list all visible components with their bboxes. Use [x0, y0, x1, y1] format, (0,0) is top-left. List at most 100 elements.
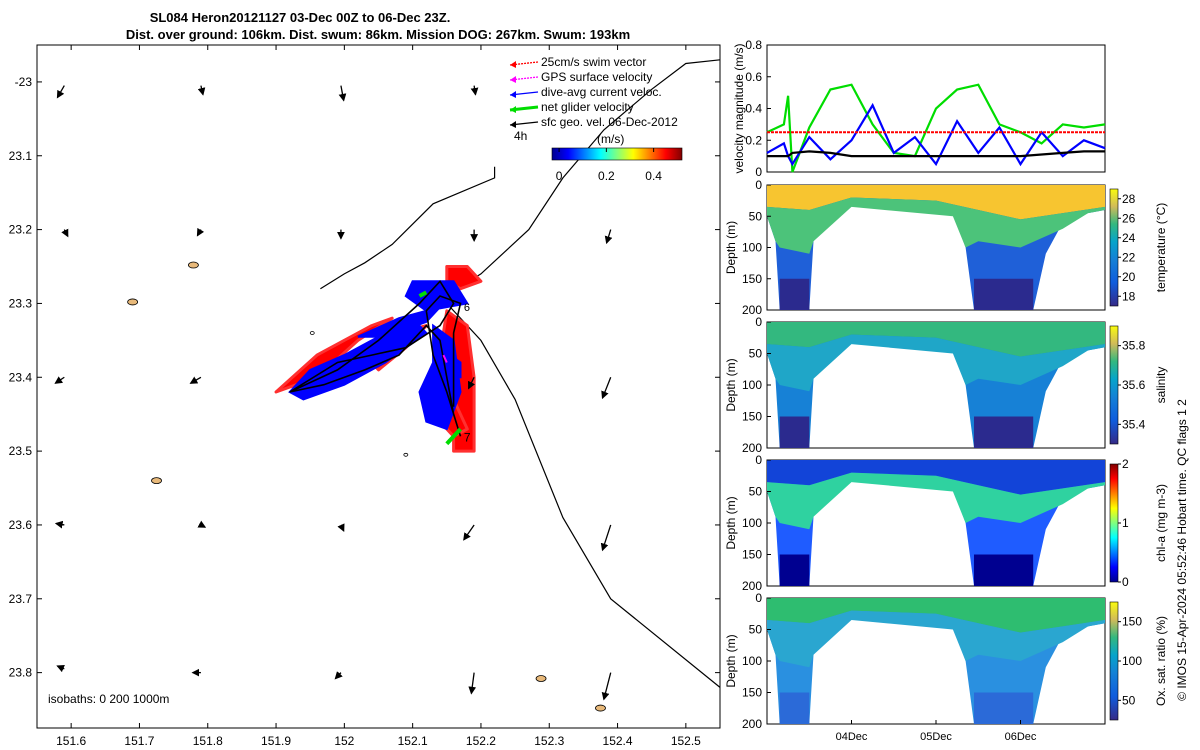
profile-colorbar-tick-label: 50	[1122, 693, 1136, 707]
profile-colorbar-tick-label: 2	[1122, 457, 1129, 471]
profile-colorbar-tick-label: 28	[1122, 192, 1136, 206]
map-xtick-label: 151.7	[124, 734, 154, 748]
profile-ytick-label: 200	[742, 579, 762, 593]
title-line-1: SL084 Heron20121127 03-Dec 00Z to 06-Dec…	[150, 10, 451, 25]
map-ytick-label: 23.1	[9, 149, 33, 163]
profile-ytick-label: 50	[749, 347, 763, 361]
legend-arrowhead	[510, 91, 516, 98]
profile-ylabel: Depth (m)	[724, 358, 738, 411]
legend-arrowhead	[510, 121, 516, 128]
geostrophic-vector	[197, 520, 207, 528]
profile-ylabel: Depth (m)	[724, 221, 738, 274]
profile-deep-layer	[779, 416, 810, 448]
profile-ytick-label: 150	[742, 686, 762, 700]
profile-colorbar-tick-label: 18	[1122, 289, 1136, 303]
profile-mid-layer	[767, 334, 1105, 392]
colorbar-tick-label: 0.2	[598, 169, 615, 183]
map-ytick-label: 23.5	[9, 444, 33, 458]
legend-label: sfc geo. vel. 06-Dec-2012	[541, 115, 678, 129]
velocity-ytick-label: 0.4	[745, 102, 762, 116]
legend-arrowhead	[510, 61, 516, 68]
colorbar-tick-label: 0	[556, 169, 563, 183]
map-ytick-label: -23	[15, 75, 33, 89]
geostrophic-vector	[338, 85, 347, 102]
profile-ytick-label: 0	[755, 315, 762, 329]
profile-colorbar-tick-label: 35.8	[1122, 339, 1146, 353]
profile-colorbar-tick-label: 1	[1122, 516, 1129, 530]
reef-island	[188, 261, 199, 269]
isobaths-label: isobaths: 0 200 1000m	[48, 692, 169, 706]
profile-xtick-label: 05Dec	[920, 731, 952, 743]
profile-mid-layer	[767, 610, 1105, 668]
profile-ytick-label: 0	[755, 178, 762, 192]
profile-colorbar-tick-label: 100	[1122, 654, 1142, 668]
profile-surface-layer	[767, 322, 1105, 357]
geostrophic-vector	[189, 376, 202, 384]
profile-ytick-label: 200	[742, 441, 762, 455]
profile-ytick-label: 100	[742, 654, 762, 668]
map-xtick-label: 152.1	[398, 734, 428, 748]
legend-label: GPS surface velocity	[541, 70, 652, 84]
geostrophic-vector	[196, 227, 205, 237]
net-glider-velocity	[445, 427, 462, 446]
profile-surface-layer	[767, 460, 1105, 495]
profile-colorbar-label: chl-a (mg m-3)	[1154, 484, 1168, 562]
geostrophic-vector	[54, 376, 65, 384]
profile-deep-layer	[779, 554, 810, 586]
footer-credit: © IMOS 15-Apr-2024 05:52:46 Hobart time.…	[1175, 399, 1189, 701]
title-line-2: Dist. over ground: 106km. Dist. swum: 86…	[126, 27, 630, 42]
profile-ylabel: Depth (m)	[724, 634, 738, 687]
profile-colorbar-tick-label: 0	[1122, 575, 1129, 589]
reef-island	[127, 298, 139, 306]
gps-surface-velocity	[442, 354, 448, 363]
profile-deep-layer	[974, 416, 1034, 448]
legend-label: dive-avg current veloc.	[541, 85, 662, 99]
map-xtick-label: 152.5	[671, 734, 701, 748]
geostrophic-vector	[468, 672, 477, 695]
profile-panel-3: 0 50 100 150 200 Depth (m) 2 1 0 chl-a (mg m-3)	[724, 453, 1168, 593]
profile-ytick-label: 100	[742, 378, 762, 392]
geostrophic-vector	[197, 85, 206, 96]
profile-colorbar	[1109, 188, 1119, 307]
map-ytick-label: 23.2	[9, 223, 33, 237]
colorbar-tick-label: 0.4	[645, 169, 662, 183]
profile-surface-layer	[767, 598, 1105, 633]
map-axes: 67 151.6 151.7 151.8 151.9 152 152.1 152.2 152.…	[9, 44, 721, 748]
legend-label: 25cm/s swim vector	[541, 55, 646, 69]
profile-ytick-label: 0	[755, 591, 762, 605]
profile-surface-layer	[767, 185, 1105, 220]
glider-track	[289, 279, 462, 437]
velocity-ytick-label: 0.6	[745, 70, 762, 84]
speed-colorbar	[551, 147, 683, 161]
velocity-series-line	[767, 150, 1105, 158]
velocity-ytick-label: 0.2	[745, 133, 762, 147]
map-ytick-label: 23.3	[9, 296, 33, 310]
profile-colorbar-tick-label: 20	[1122, 270, 1136, 284]
profile-ytick-label: 50	[749, 485, 763, 499]
geostrophic-vector	[601, 672, 612, 701]
profile-ytick-label: 150	[742, 272, 762, 286]
profile-ytick-label: 100	[742, 516, 762, 530]
profile-ylabel: Depth (m)	[724, 496, 738, 549]
map-xtick-label: 151.8	[193, 734, 223, 748]
reef-island	[151, 477, 162, 485]
velocity-ytick-label: 0.8	[745, 38, 762, 52]
map-xtick-label: 152	[334, 734, 354, 748]
profile-deep-layer	[779, 692, 810, 724]
profile-colorbar-tick-label: 35.4	[1122, 417, 1146, 431]
map-xtick-label: 152.2	[466, 734, 496, 748]
reef-island	[403, 452, 409, 457]
profile-deep-layer	[974, 554, 1034, 586]
geostrophic-vector	[463, 524, 475, 541]
profile-panel-1: 0 50 100 150 200 Depth (m) 28 26 24 22 20 18 tempera…	[724, 178, 1168, 317]
map-xtick-label: 152.4	[603, 734, 633, 748]
isobath-contour	[446, 302, 721, 688]
map-ytick-label: 23.4	[9, 370, 33, 384]
profile-colorbar	[1109, 325, 1119, 445]
geostrophic-vector	[54, 520, 65, 529]
profile-ytick-label: 200	[742, 303, 762, 317]
profile-ytick-label: 150	[742, 410, 762, 424]
